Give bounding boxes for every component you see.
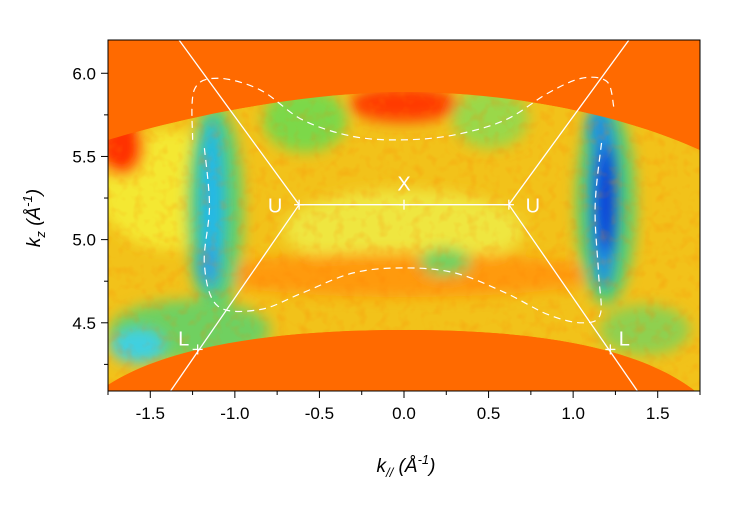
zone-boundary-lower-left <box>170 204 300 391</box>
point-label-x: X <box>397 174 410 196</box>
fermi-contours <box>191 76 615 324</box>
x-axis-title: k// (Å-1) <box>377 452 436 480</box>
y-tick-label: 6.0 <box>72 64 96 83</box>
x-tick-label: -0.5 <box>305 404 334 423</box>
x-axis-title-close: ) <box>427 456 435 477</box>
x-tick-label: 1.0 <box>561 404 585 423</box>
contour-lower <box>203 139 603 324</box>
point-label-u: U <box>526 196 540 218</box>
outer-top <box>108 40 700 150</box>
x-axis-title-main: k <box>377 456 388 477</box>
x-tick-label: 1.5 <box>646 404 670 423</box>
y-axis-title-unit: (Å <box>24 207 45 231</box>
x-axis: -1.5 -1.0 -0.5 0.0 0.5 1.0 1.5 <box>107 391 701 423</box>
y-axis-title-main: k <box>24 236 45 247</box>
x-tick-label: -1.5 <box>136 404 165 423</box>
x-tick-label: 0.5 <box>477 404 501 423</box>
y-tick-label: 5.0 <box>72 231 96 250</box>
x-tick-label: 0.0 <box>392 404 416 423</box>
point-label-l: L <box>178 328 189 350</box>
point-label-l: L <box>619 328 630 350</box>
plot-area: X U U L L <box>108 40 700 391</box>
y-axis-title-close: ) <box>24 189 45 197</box>
x-axis-title-unit-sup: -1 <box>418 452 430 467</box>
high-symmetry-points: X U U L L <box>178 174 630 355</box>
point-label-u: U <box>268 196 282 218</box>
y-axis-title-unit-sup: -1 <box>20 195 35 207</box>
y-axis-title: kz (Å-1) <box>20 189 48 247</box>
x-tick-label: -1.0 <box>220 404 249 423</box>
x-axis-title-unit: (Å <box>393 456 417 477</box>
outer-bottom <box>108 330 700 391</box>
zone-boundary-lower-right <box>508 204 638 391</box>
x-axis-title-sub: // <box>385 465 395 480</box>
y-tick-label: 4.5 <box>72 314 96 333</box>
y-axis: 4.5 5.0 5.5 6.0 <box>72 64 108 365</box>
y-tick-label: 5.5 <box>72 147 96 166</box>
y-axis-title-sub: z <box>33 231 48 239</box>
contour-upper <box>191 76 615 141</box>
